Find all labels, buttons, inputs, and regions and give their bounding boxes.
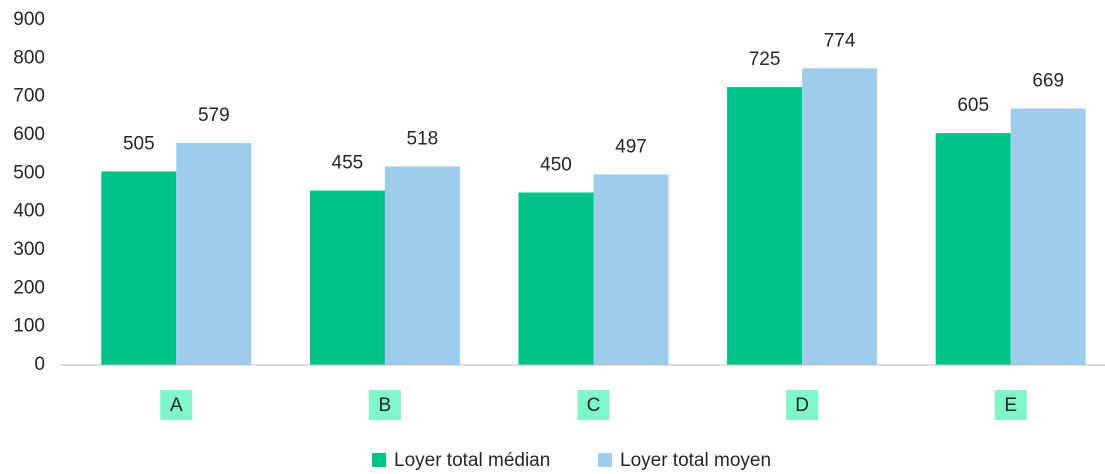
y-tick-label: 0 bbox=[34, 354, 45, 375]
data-label: 725 bbox=[749, 49, 781, 70]
category-label-box bbox=[577, 390, 610, 420]
x-tick-label: B bbox=[379, 395, 392, 416]
bar bbox=[593, 174, 669, 365]
y-tick-label: 200 bbox=[13, 277, 45, 298]
x-tick-label: A bbox=[170, 395, 183, 416]
y-tick-label: 500 bbox=[13, 162, 45, 183]
data-label: 669 bbox=[1032, 71, 1064, 92]
data-label: 579 bbox=[198, 105, 230, 126]
bar bbox=[1010, 108, 1086, 366]
bar bbox=[518, 192, 594, 365]
bar bbox=[935, 133, 1011, 365]
legend-swatch bbox=[372, 453, 386, 467]
bar bbox=[727, 87, 803, 365]
bar bbox=[309, 190, 385, 365]
y-tick-label: 300 bbox=[13, 239, 45, 260]
legend-swatch bbox=[598, 453, 612, 467]
data-label: 505 bbox=[123, 133, 155, 154]
data-label: 450 bbox=[540, 155, 572, 176]
data-label: 518 bbox=[407, 128, 439, 149]
bar bbox=[101, 171, 177, 365]
bar bbox=[384, 166, 460, 365]
bar bbox=[802, 68, 878, 366]
y-tick-label: 700 bbox=[13, 86, 45, 107]
y-tick-label: 900 bbox=[13, 9, 45, 30]
category-label-box bbox=[994, 390, 1027, 420]
category-label-box bbox=[160, 390, 193, 420]
x-tick-label: D bbox=[795, 395, 809, 416]
data-label: 774 bbox=[824, 30, 856, 51]
legend-label: Loyer total médian bbox=[394, 450, 550, 471]
data-label: 605 bbox=[957, 95, 989, 116]
category-label-box bbox=[786, 390, 819, 420]
y-tick-label: 400 bbox=[13, 201, 45, 222]
x-tick-label: C bbox=[587, 395, 601, 416]
data-label: 455 bbox=[332, 153, 364, 174]
category-label-box bbox=[368, 390, 401, 420]
bar bbox=[176, 143, 252, 365]
legend-label: Loyer total moyen bbox=[620, 450, 771, 471]
y-tick-label: 800 bbox=[13, 47, 45, 68]
data-label: 497 bbox=[615, 136, 647, 157]
y-tick-label: 600 bbox=[13, 124, 45, 145]
y-tick-label: 100 bbox=[13, 316, 45, 337]
x-tick-label: E bbox=[1004, 395, 1017, 416]
